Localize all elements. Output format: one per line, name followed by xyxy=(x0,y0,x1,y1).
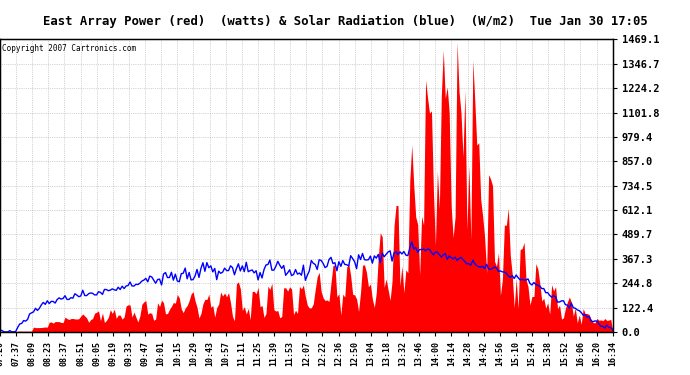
Text: East Array Power (red)  (watts) & Solar Radiation (blue)  (W/m2)  Tue Jan 30 17:: East Array Power (red) (watts) & Solar R… xyxy=(43,15,647,28)
Text: Copyright 2007 Cartronics.com: Copyright 2007 Cartronics.com xyxy=(2,44,136,53)
